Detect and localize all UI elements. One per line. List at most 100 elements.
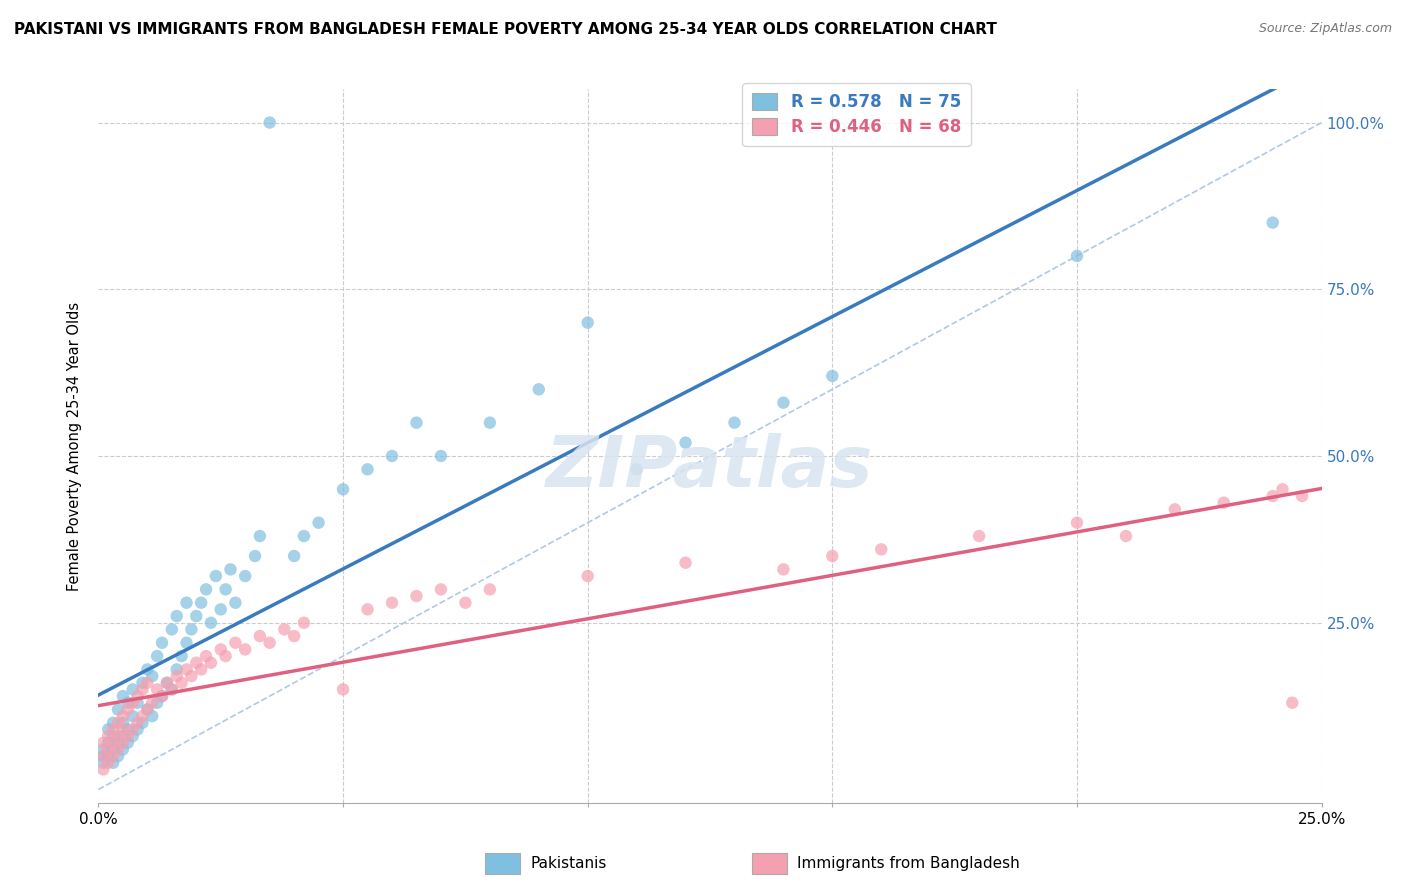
Point: [127, 715, 149, 730]
Point: [97, 723, 120, 737]
Point: [156, 675, 179, 690]
Point: [141, 696, 163, 710]
Point: [111, 723, 134, 737]
Point: [107, 715, 129, 730]
Point: [195, 649, 218, 664]
Point: [626, 462, 648, 476]
Point: [166, 609, 188, 624]
Point: [101, 723, 124, 737]
Point: [166, 662, 188, 676]
Point: [214, 582, 236, 597]
Point: [405, 416, 427, 430]
Point: [527, 382, 550, 396]
Point: [121, 729, 143, 743]
Point: [283, 549, 305, 563]
Point: [97, 742, 120, 756]
Point: [91, 749, 114, 764]
Point: [332, 682, 354, 697]
Point: [180, 669, 202, 683]
Point: [200, 615, 222, 630]
Legend: R = 0.578   N = 75, R = 0.446   N = 68: R = 0.578 N = 75, R = 0.446 N = 68: [742, 83, 970, 146]
Point: [356, 462, 378, 476]
Point: [249, 529, 271, 543]
Point: [136, 702, 159, 716]
Point: [1261, 489, 1284, 503]
Point: [190, 596, 212, 610]
Point: [1271, 483, 1294, 497]
Point: [127, 723, 149, 737]
Point: [273, 623, 295, 637]
Point: [249, 629, 271, 643]
Point: [209, 642, 232, 657]
Point: [101, 742, 124, 756]
Point: [224, 636, 246, 650]
Point: [136, 675, 159, 690]
Point: [97, 756, 120, 770]
Point: [127, 696, 149, 710]
Point: [111, 709, 134, 723]
Point: [170, 675, 193, 690]
Point: [1261, 216, 1284, 230]
Point: [131, 675, 153, 690]
Point: [772, 562, 794, 576]
Point: [131, 709, 153, 723]
Point: [381, 449, 404, 463]
Point: [405, 589, 427, 603]
Point: [292, 615, 315, 630]
Point: [117, 696, 139, 710]
Point: [146, 682, 169, 697]
Point: [107, 729, 129, 743]
Point: [101, 749, 124, 764]
Text: PAKISTANI VS IMMIGRANTS FROM BANGLADESH FEMALE POVERTY AMONG 25-34 YEAR OLDS COR: PAKISTANI VS IMMIGRANTS FROM BANGLADESH …: [14, 22, 997, 37]
Point: [283, 629, 305, 643]
Point: [131, 715, 153, 730]
Point: [821, 368, 844, 383]
Point: [209, 602, 232, 616]
Point: [675, 435, 697, 450]
Point: [430, 449, 453, 463]
Point: [259, 636, 281, 650]
Point: [156, 675, 179, 690]
Point: [136, 702, 159, 716]
Point: [121, 709, 143, 723]
Point: [91, 756, 114, 770]
Point: [101, 729, 124, 743]
Point: [576, 316, 599, 330]
Point: [121, 682, 143, 697]
Point: [117, 736, 139, 750]
Point: [224, 596, 246, 610]
Point: [478, 582, 501, 597]
Point: [160, 682, 183, 697]
Point: [166, 669, 188, 683]
Point: [430, 582, 453, 597]
Point: [176, 596, 198, 610]
Point: [186, 609, 208, 624]
Point: [967, 529, 990, 543]
Point: [870, 542, 893, 557]
Point: [107, 702, 129, 716]
Point: [141, 709, 163, 723]
Point: [111, 736, 134, 750]
Point: [1066, 516, 1088, 530]
Point: [146, 649, 169, 664]
Point: [675, 556, 697, 570]
Point: [176, 662, 198, 676]
Point: [121, 723, 143, 737]
Point: [772, 395, 794, 409]
Point: [107, 742, 129, 756]
Point: [332, 483, 354, 497]
Point: [117, 729, 139, 743]
Point: [160, 682, 183, 697]
Point: [117, 702, 139, 716]
Point: [121, 696, 143, 710]
Point: [195, 582, 218, 597]
Point: [111, 729, 134, 743]
Point: [190, 662, 212, 676]
Point: [176, 636, 198, 650]
Point: [97, 729, 120, 743]
Y-axis label: Female Poverty Among 25-34 Year Olds: Female Poverty Among 25-34 Year Olds: [67, 301, 83, 591]
Point: [1212, 496, 1234, 510]
Point: [111, 689, 134, 703]
Point: [107, 749, 129, 764]
Point: [117, 723, 139, 737]
